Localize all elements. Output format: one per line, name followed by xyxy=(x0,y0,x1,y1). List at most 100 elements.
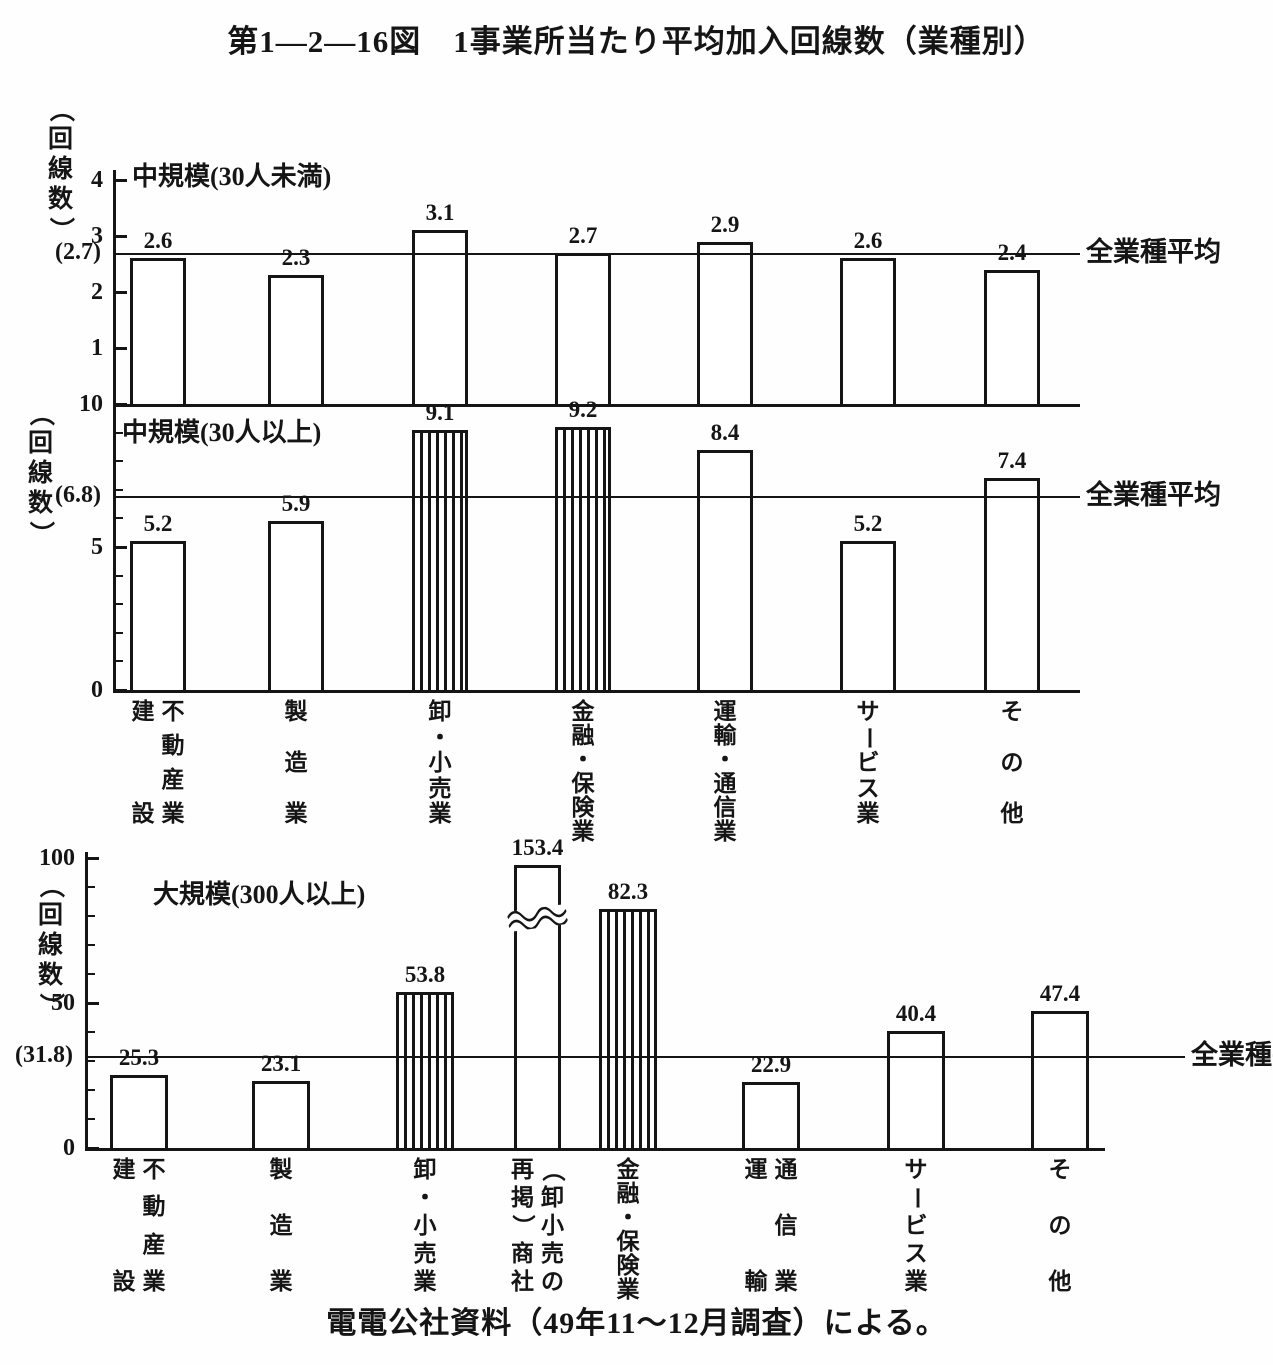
glyph: （ xyxy=(37,872,65,899)
chart2-bar xyxy=(130,541,186,690)
chart3-bar-value-label: 23.1 xyxy=(260,1051,302,1076)
category-column: 金融・保険業 xyxy=(615,1157,642,1302)
chart3-y-axis-unit-label: （ 回線数 ） xyxy=(37,872,65,1019)
glyph: 動 xyxy=(161,733,185,758)
chart3-y-axis xyxy=(85,852,88,1148)
chart3-bar xyxy=(742,1081,800,1148)
chart2-bar xyxy=(840,541,896,690)
chart2-bar-value-label: 9.1 xyxy=(425,399,455,425)
chart3-y-tick-label: 0 xyxy=(63,1135,75,1161)
glyph: ー xyxy=(904,1186,929,1210)
chart2-average-line-label: 全業種平均 xyxy=(1086,479,1221,510)
glyph: 不 xyxy=(161,699,185,724)
category-column: 運輸 xyxy=(743,1158,770,1294)
chart2-y-minor-tick xyxy=(113,631,123,634)
glyph: の xyxy=(1000,750,1024,775)
chart2-y-axis-unit-label: （ 回線数 ） xyxy=(27,400,55,547)
chart1-average-line-label: 全業種平均 xyxy=(1086,236,1221,267)
chart3-bar xyxy=(110,1074,168,1148)
chart1-average-value-label: (2.7) xyxy=(55,238,101,265)
chart2-x-axis xyxy=(113,690,1080,693)
glyph: 業 xyxy=(713,819,737,844)
chart2-bar xyxy=(412,429,468,690)
chart3-y-minor-tick xyxy=(85,1118,95,1120)
glyph: 再 xyxy=(511,1157,534,1182)
chart3-bar xyxy=(396,991,454,1148)
chart3-title: 大規模(300人以上) xyxy=(153,880,366,909)
glyph: 業 xyxy=(571,819,595,844)
chart3-category-label: 卸・小売業 xyxy=(412,1158,439,1294)
chart3-bar-value-label: 40.4 xyxy=(895,1000,937,1026)
glyph: 融 xyxy=(616,1181,640,1206)
category-column: 運輸・通信業 xyxy=(712,700,739,844)
glyph: （ xyxy=(27,400,55,427)
glyph: 売 xyxy=(413,1241,437,1266)
glyph: ス xyxy=(856,775,880,801)
glyph: の xyxy=(1048,1213,1072,1238)
chart1-x-axis xyxy=(113,404,1080,407)
chart3-y-minor-tick xyxy=(85,1031,95,1033)
glyph: 業 xyxy=(428,801,452,826)
chart3-average-value-label: (31.8) xyxy=(15,1041,73,1068)
chart2-y-minor-tick xyxy=(113,574,123,577)
chart3-axis-break-mark xyxy=(506,903,569,933)
chart1-bar xyxy=(697,241,753,404)
chart1-bar xyxy=(984,269,1040,404)
chart3-bar-value-label: 82.3 xyxy=(607,879,649,905)
glyph: 小 xyxy=(428,750,452,775)
category-column: 卸・小売業 xyxy=(412,1158,439,1294)
glyph: 社 xyxy=(511,1269,534,1294)
chart3-bar-value-label: 153.4 xyxy=(511,835,564,860)
chart2-y-tick xyxy=(113,689,127,692)
glyph: 造 xyxy=(269,1213,293,1238)
glyph: 卸 xyxy=(413,1157,437,1182)
glyph: 数 xyxy=(38,962,64,989)
glyph: そ xyxy=(1048,1157,1072,1182)
chart1-bar-value-label: 2.7 xyxy=(568,222,598,248)
chart3-y-tick-label: 50 xyxy=(51,990,75,1016)
category-column: その他 xyxy=(999,700,1026,826)
glyph: 険 xyxy=(571,795,595,820)
chart2-y-tick-label: 0 xyxy=(91,677,103,703)
chart1-y-tick xyxy=(113,291,127,294)
chart3-y-minor-tick xyxy=(85,1089,95,1091)
category-column: 通信業 xyxy=(773,1158,800,1294)
chart3-y-tick-label: 100 xyxy=(39,845,75,871)
glyph: 掲 xyxy=(511,1185,534,1210)
chart3-y-minor-tick xyxy=(85,944,95,946)
chart2-average-line xyxy=(113,495,1080,498)
chart2-bar xyxy=(697,449,753,690)
glyph: 製 xyxy=(269,1157,293,1182)
chart2-y-tick xyxy=(113,546,127,549)
chart1-y-tick xyxy=(113,235,127,238)
glyph: 製 xyxy=(284,699,308,724)
glyph: 保 xyxy=(616,1229,640,1254)
chart1-y-tick xyxy=(113,347,127,350)
glyph: 金 xyxy=(616,1157,640,1182)
chart2-y-tick xyxy=(113,403,127,406)
glyph: ・ xyxy=(428,724,452,750)
chart2-y-minor-tick xyxy=(113,431,123,434)
chart2-category-label: サービス業 xyxy=(855,700,882,826)
category-column: サービス業 xyxy=(855,700,882,826)
glyph: 回 xyxy=(48,126,74,153)
glyph: 卸 xyxy=(428,699,452,724)
chart3-y-minor-tick xyxy=(85,973,95,975)
category-column: サービス業 xyxy=(903,1158,930,1294)
glyph: 信 xyxy=(774,1213,798,1238)
chart1-y-tick-label: 2 xyxy=(91,279,103,305)
chart1-y-tick-label: 3 xyxy=(91,223,103,249)
chart3-bar-value-label: 47.4 xyxy=(1039,980,1081,1006)
chart1-bar xyxy=(268,275,324,404)
chart3-bar xyxy=(252,1081,310,1148)
chart2-bar-value-label: 5.2 xyxy=(143,511,173,537)
chart3-category-label: サービス業 xyxy=(903,1158,930,1294)
glyph: サ xyxy=(904,1157,928,1182)
glyph: 運 xyxy=(744,1157,768,1182)
glyph: ） xyxy=(47,216,75,243)
category-column: 不動産業 xyxy=(160,700,187,826)
glyph: 不 xyxy=(142,1157,166,1182)
figure-title: 第1—2—16図 1事業所当たり平均加入回線数（業種別） xyxy=(227,24,1046,59)
chart3-average-line xyxy=(85,1055,1185,1058)
chart1-y-axis xyxy=(113,170,116,404)
